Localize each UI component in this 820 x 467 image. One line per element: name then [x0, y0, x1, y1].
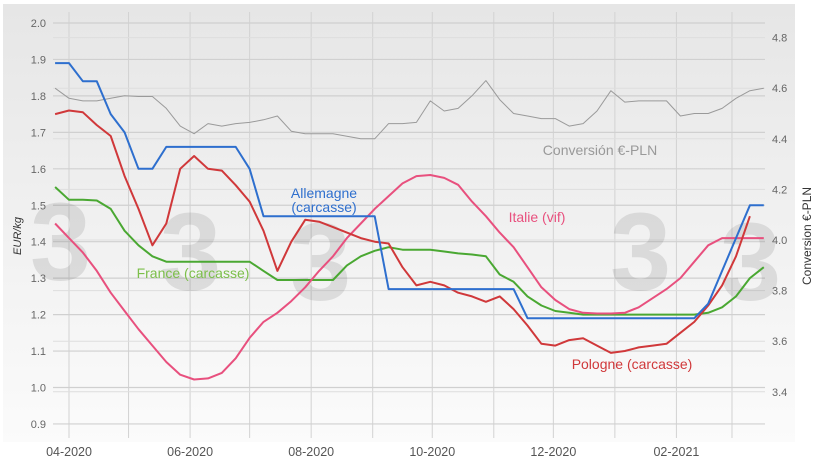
- right-tick-label: 4.8: [772, 33, 787, 45]
- left-axis: 0.9 1.0 1.1 1.2 1.3 1.4 1.5 1.6 1.7 1.8 1.9 2.0: [31, 18, 46, 431]
- series-line-conversio-n-pln: [54, 80, 764, 140]
- left-tick-label: 1.4: [31, 237, 46, 249]
- right-tick-label: 3.4: [772, 387, 787, 399]
- right-tick-label: 4.2: [772, 184, 787, 196]
- x-tick-label: 02-2021: [653, 445, 699, 459]
- series-line-pologne-carcasse: [54, 109, 751, 354]
- right-axis: 3.4 3.6 3.8 4.0 4.2 4.4 4.6 4.8: [772, 33, 787, 399]
- annotation-allemagne: Allemagne: [291, 185, 357, 201]
- right-tick-label: 3.6: [772, 336, 787, 348]
- left-tick-label: 2.0: [31, 18, 46, 30]
- x-tick-label: 06-2020: [167, 445, 213, 459]
- left-tick-label: 1.9: [31, 54, 46, 66]
- x-axis: 04-2020 06-2020 08-2020 10-2020 12-2020 02-20…: [46, 445, 699, 459]
- x-tick-label: 04-2020: [46, 445, 92, 459]
- left-tick-label: 1.5: [31, 200, 46, 212]
- right-tick-label: 4.0: [772, 235, 787, 247]
- series-line-allemagne-carcasse: [55, 62, 764, 320]
- annotation-conversion: Conversión €-PLN: [543, 142, 657, 158]
- left-tick-label: 1.2: [31, 310, 46, 322]
- left-axis-label: EUR/kg: [12, 216, 24, 255]
- annotation-france: France (carcasse): [137, 265, 250, 281]
- right-axis-label: Conversion €-PLN: [800, 187, 814, 285]
- right-tick-label: 4.6: [772, 83, 787, 95]
- left-tick-label: 1.7: [31, 127, 46, 139]
- annotation-italie: Italie (vif): [509, 209, 566, 225]
- annotation-pologne: Pologne (carcasse): [572, 356, 693, 372]
- right-tick-label: 4.4: [772, 134, 787, 146]
- left-tick-label: 1.6: [31, 164, 46, 176]
- svg-text:3: 3: [720, 201, 781, 324]
- left-tick-label: 1.0: [31, 383, 46, 395]
- series-line-france-carcasse: [54, 186, 765, 316]
- plot-background: [3, 4, 795, 442]
- left-tick-label: 1.1: [31, 346, 46, 358]
- svg-text:3: 3: [30, 181, 91, 304]
- right-tick-label: 3.8: [772, 286, 787, 298]
- x-tick-label: 10-2020: [409, 445, 455, 459]
- annotation-allemagne-sub: (carcasse): [291, 199, 356, 215]
- svg-text:3: 3: [290, 201, 351, 324]
- svg-text:3: 3: [610, 191, 671, 314]
- left-tick-label: 1.3: [31, 273, 46, 285]
- x-tick-label: 12-2020: [530, 445, 576, 459]
- left-tick-label: 0.9: [31, 419, 46, 431]
- series-lines: [54, 62, 765, 381]
- gridlines: [53, 12, 765, 438]
- series-line-italie-vif: [54, 174, 764, 381]
- left-tick-label: 1.8: [31, 91, 46, 103]
- x-tick-label: 08-2020: [288, 445, 334, 459]
